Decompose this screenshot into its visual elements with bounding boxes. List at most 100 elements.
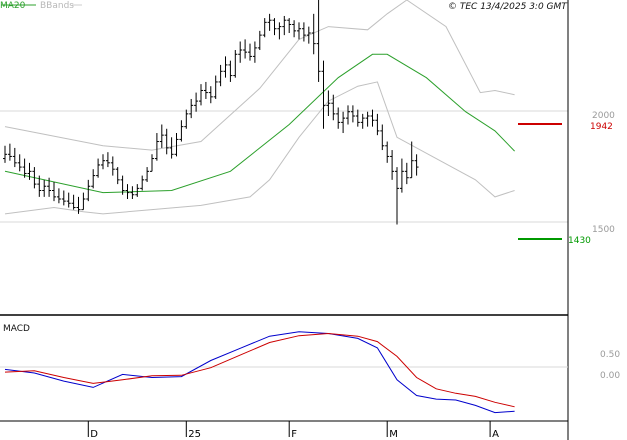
- ohlc-bar: [404, 162, 409, 185]
- ohlc-bar: [81, 192, 86, 211]
- ohlc-bar: [154, 133, 159, 161]
- ohlc-bar: [277, 22, 282, 40]
- ohlc-bar: [272, 18, 277, 36]
- ohlc-bar: [86, 179, 91, 202]
- ohlc-bar: [306, 26, 311, 44]
- ohlc-bar: [76, 196, 81, 214]
- marker-label-1942: 1942: [590, 122, 613, 132]
- ohlc-bar: [71, 194, 76, 210]
- bbands-upper-line: [4, 0, 515, 151]
- ohlc-bar: [316, 0, 321, 82]
- ohlc-bar: [321, 60, 326, 129]
- ohlc-bar: [52, 181, 56, 202]
- ohlc-bar: [262, 18, 267, 38]
- ohlc-bar: [159, 124, 164, 148]
- ohlc-bar: [42, 179, 47, 197]
- ohlc-bar: [199, 84, 203, 106]
- x-axis-labels: D 25 F M A: [87, 421, 499, 440]
- signal-line: [4, 332, 515, 408]
- ohlc-bar: [3, 145, 7, 163]
- ohlc-bar: [336, 107, 341, 129]
- ohlc-bar: [179, 120, 184, 142]
- ohlc-bar: [414, 154, 419, 176]
- ohlc-bar: [257, 30, 262, 51]
- ohlc-bar: [208, 86, 213, 104]
- ohlc-bar: [169, 137, 174, 159]
- ohlc-bar: [140, 175, 145, 191]
- ohlc-bar: [311, 13, 316, 55]
- ohlc-bar: [341, 111, 346, 134]
- ohlc-bar: [135, 184, 140, 197]
- macd-line: [4, 331, 515, 414]
- ohlc-bar: [150, 154, 154, 172]
- macd-level-label: 0.50: [600, 350, 620, 360]
- ohlc-bar: [17, 154, 22, 172]
- ohlc-bar: [252, 41, 257, 63]
- ohlc-bar: [22, 158, 27, 178]
- ohlc-bar: [184, 109, 189, 129]
- ohlc-bar: [390, 150, 395, 180]
- ohlc-bar: [375, 113, 380, 136]
- ohlc-bar: [189, 98, 194, 119]
- ohlc-bar: [174, 133, 179, 157]
- macd-panel: MACD 0.50 0.00: [0, 324, 620, 414]
- ohlc-bar: [96, 158, 101, 178]
- copyright-text: © TEC 13/4/2025 3:0 GMT: [448, 2, 568, 12]
- ohlc-bar: [66, 192, 71, 208]
- ohlc-bar: [331, 94, 336, 121]
- ohlc-bar: [301, 22, 306, 42]
- ohlc-bar: [326, 90, 331, 116]
- ma20-layer: [4, 53, 515, 194]
- ma20-legend-label: MA20: [0, 1, 26, 11]
- marker-label-1430: 1430: [568, 236, 591, 246]
- ohlc-bar: [365, 111, 370, 127]
- ohlc-bar: [238, 41, 243, 63]
- ohlc-bar: [233, 50, 238, 78]
- x-axis-tick-label: 25: [188, 429, 201, 440]
- ohlc-bar: [385, 141, 390, 163]
- ohlc-bar: [12, 147, 17, 168]
- ohlc-bar: [101, 154, 105, 170]
- ohlc-bar: [47, 177, 52, 197]
- bbands-legend-label: BBands: [40, 1, 74, 11]
- ohlc-bar: [130, 186, 135, 200]
- ohlc-bar: [105, 152, 110, 168]
- ohlc-bar: [267, 13, 272, 31]
- ohlc-bar: [346, 105, 350, 125]
- ohlc-bar: [223, 56, 228, 78]
- ohlc-bar: [218, 64, 223, 87]
- ohlc-bar: [370, 109, 375, 127]
- ohlc-bar: [213, 75, 218, 99]
- ohlc-bar: [380, 124, 385, 151]
- ohlc-bar: [110, 156, 115, 176]
- ohlc-bar: [297, 22, 301, 40]
- ohlc-bar: [145, 167, 150, 182]
- ohlc-bar: [203, 81, 208, 99]
- price-level-label: 2000: [592, 111, 615, 121]
- ohlc-bar: [164, 128, 169, 155]
- ohlc-bar: [292, 20, 297, 38]
- ohlc-bar: [409, 141, 414, 179]
- ohlc-bar: [282, 15, 287, 36]
- ohlc-bar: [120, 175, 125, 195]
- price-level-label: 1500: [592, 225, 615, 235]
- x-axis-tick-label: F: [291, 429, 297, 440]
- ohlc-bar: [399, 158, 404, 193]
- ma20-line: [4, 53, 515, 194]
- macd-level-label: 0.00: [600, 371, 620, 381]
- bbands-lower-line: [4, 81, 515, 215]
- ohlc-bar: [37, 175, 42, 197]
- ohlc-bar: [125, 184, 130, 200]
- ohlc-bar: [360, 113, 365, 129]
- ohlc-bar: [115, 167, 120, 185]
- ohlc-bar: [395, 167, 399, 225]
- x-axis-tick-label: D: [90, 429, 98, 440]
- ohlc-bars: [3, 0, 419, 225]
- bbands-layer: [4, 0, 515, 215]
- ohlc-bar: [56, 188, 61, 204]
- ohlc-bar: [91, 169, 96, 189]
- macd-lines: [4, 331, 515, 414]
- ohlc-bar: [32, 167, 37, 189]
- price-panel: [0, 0, 568, 225]
